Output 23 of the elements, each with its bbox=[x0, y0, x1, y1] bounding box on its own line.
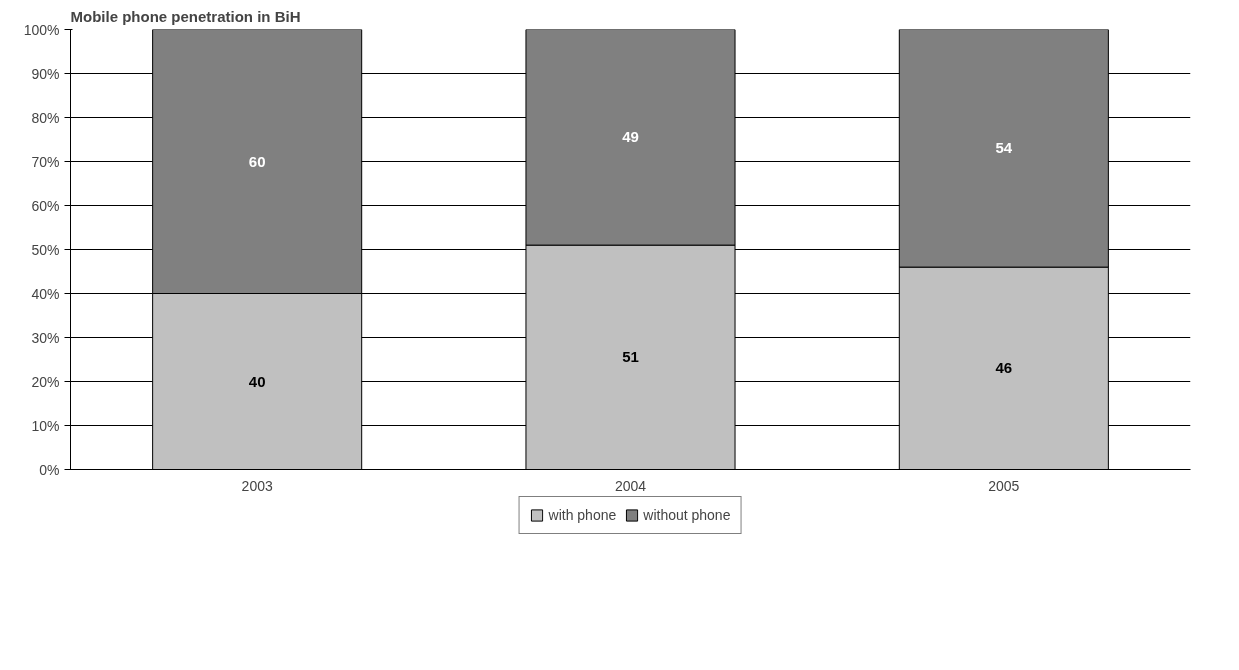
legend-label: without phone bbox=[643, 507, 731, 523]
data-label: 40 bbox=[248, 372, 266, 390]
data-label: 46 bbox=[995, 359, 1013, 377]
data-label: 51 bbox=[622, 348, 639, 366]
y-tick-label: 10% bbox=[31, 417, 60, 434]
x-tick-label: 2005 bbox=[988, 477, 1020, 494]
data-label: 54 bbox=[995, 139, 1013, 157]
y-tick-label: 70% bbox=[31, 153, 60, 170]
legend-label: with phone bbox=[548, 507, 617, 523]
y-tick-label: 20% bbox=[31, 373, 60, 390]
data-label: 49 bbox=[622, 128, 639, 146]
y-tick-label: 30% bbox=[31, 329, 60, 346]
y-tick-label: 90% bbox=[31, 65, 60, 82]
y-tick-label: 100% bbox=[23, 21, 60, 38]
chart-title: Mobile phone penetration in BiH bbox=[70, 7, 301, 25]
x-tick-label: 2004 bbox=[614, 477, 647, 494]
y-tick-label: 50% bbox=[31, 241, 60, 258]
data-label: 60 bbox=[248, 152, 266, 170]
y-tick-label: 60% bbox=[31, 197, 60, 214]
x-tick-label: 2003 bbox=[241, 477, 273, 494]
y-tick-label: 80% bbox=[31, 109, 60, 126]
y-tick-label: 0% bbox=[39, 461, 60, 478]
y-tick-label: 40% bbox=[31, 285, 60, 302]
